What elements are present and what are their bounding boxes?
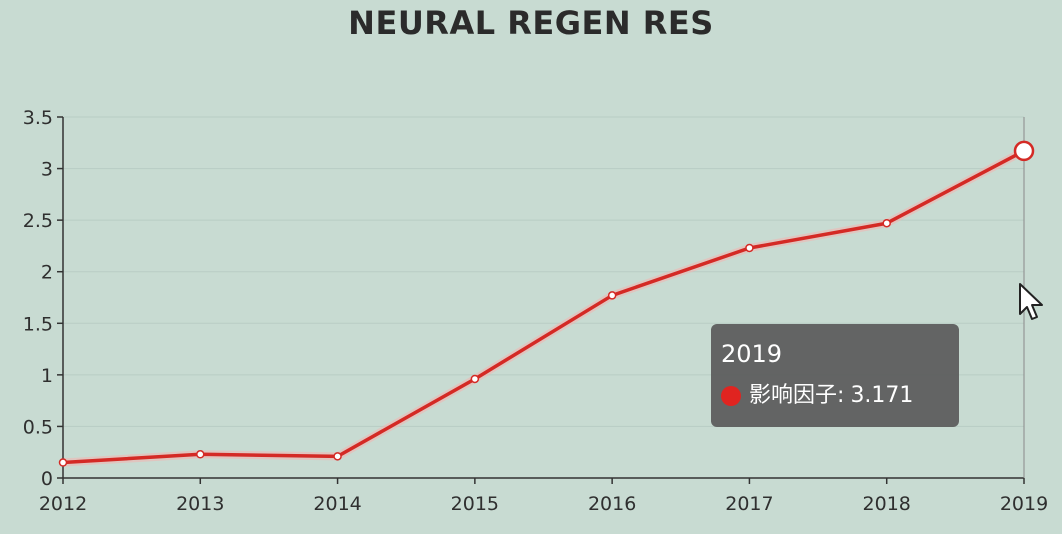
tooltip-title: 2019 <box>721 340 783 368</box>
tooltip-value: 3.171 <box>850 383 914 408</box>
x-tick-label: 2013 <box>176 493 224 515</box>
y-tick-label: 3 <box>41 159 53 181</box>
x-axis-ticks: 2012 2013 2014 2015 2016 2017 2018 2019 <box>39 478 1048 515</box>
data-point[interactable] <box>607 291 617 300</box>
x-tick-label: 2016 <box>588 493 636 515</box>
y-tick-label: 1.5 <box>23 313 53 335</box>
x-tick-label: 2017 <box>725 493 773 515</box>
tooltip: 2019 影响因子: 3.171 <box>711 324 959 427</box>
tooltip-row: 影响因子: 3.171 <box>721 380 949 412</box>
data-point[interactable] <box>745 243 754 253</box>
x-tick-label: 2019 <box>1000 493 1048 515</box>
y-tick-label: 0 <box>41 468 53 490</box>
data-points[interactable] <box>58 140 1035 467</box>
x-tick-label: 2014 <box>313 493 361 515</box>
y-tick-label: 1 <box>41 365 53 387</box>
data-point[interactable] <box>470 374 480 384</box>
y-tick-label: 2.5 <box>23 210 53 232</box>
data-point[interactable] <box>58 458 68 467</box>
series-line <box>59 146 1028 467</box>
y-tick-label: 3.5 <box>23 107 53 129</box>
data-point[interactable] <box>196 450 205 459</box>
x-tick-label: 2018 <box>863 493 911 515</box>
series-line <box>61 149 1026 465</box>
x-tick-label: 2012 <box>39 493 87 515</box>
x-tick-label: 2015 <box>451 493 499 515</box>
data-point[interactable] <box>1013 140 1035 162</box>
grid-lines <box>63 116 1024 427</box>
tooltip-separator: : <box>837 383 845 408</box>
y-tick-label: 2 <box>41 262 53 284</box>
y-tick-label: 0.5 <box>23 416 53 438</box>
arrow-pointer-icon <box>1019 283 1043 320</box>
series-marker-icon <box>721 386 741 406</box>
data-point[interactable] <box>333 452 342 461</box>
data-point[interactable] <box>882 218 891 228</box>
chart-title: NEURAL REGEN RES <box>348 4 714 42</box>
tooltip-series-name: 影响因子 <box>749 383 838 408</box>
y-axis-ticks: 0 0.5 1 1.5 2 2.5 3 3.5 <box>23 107 63 490</box>
